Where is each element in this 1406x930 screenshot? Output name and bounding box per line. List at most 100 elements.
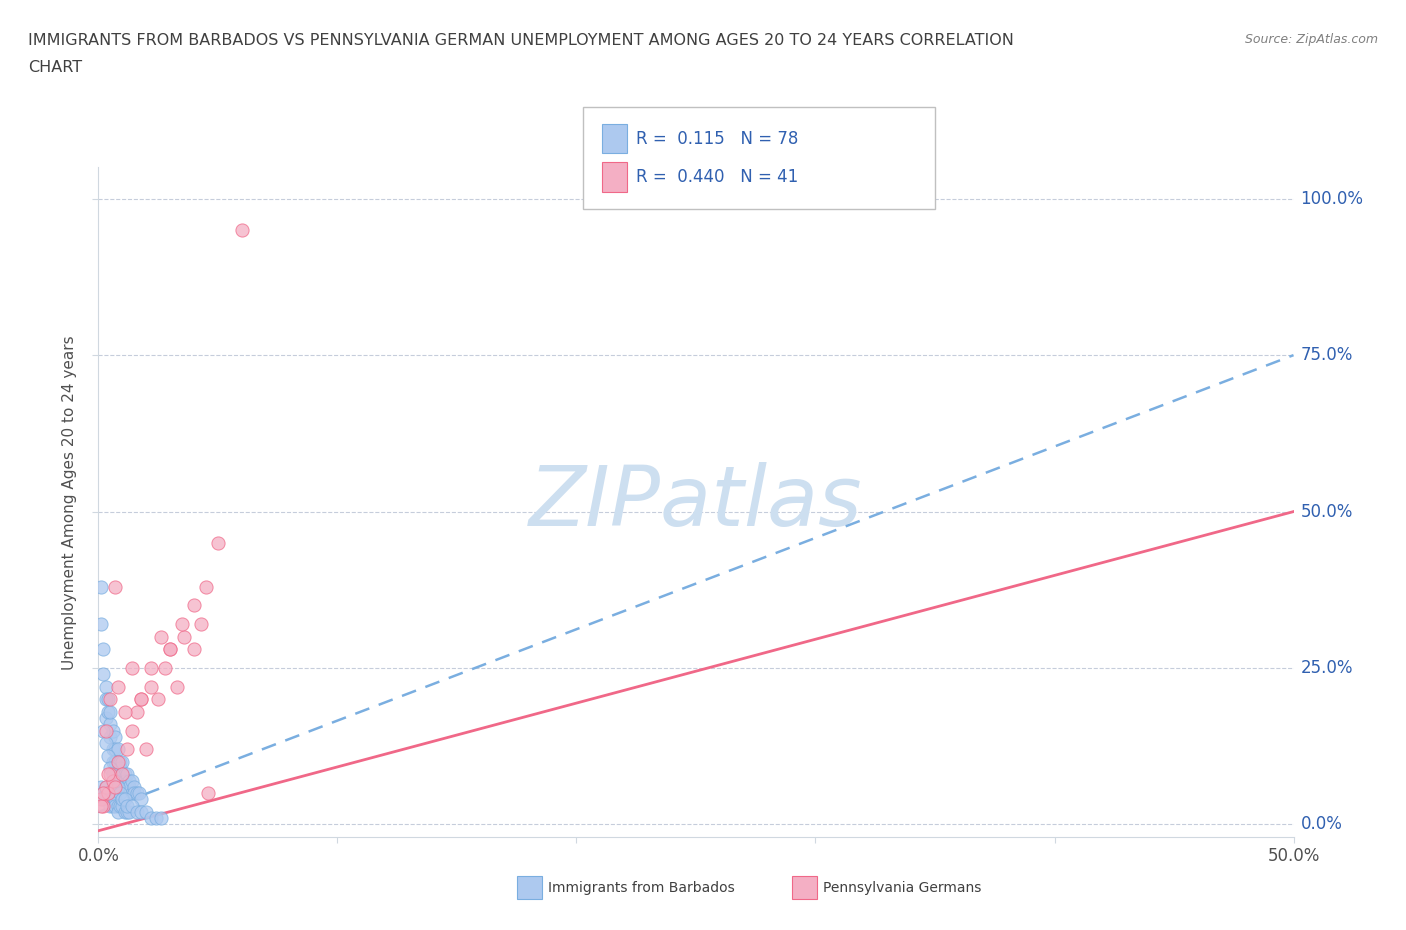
Point	[149, 811, 172, 826]
Point	[108, 786, 131, 801]
Text: Source: ZipAtlas.com: Source: ZipAtlas.com	[1244, 33, 1378, 46]
Point	[115, 798, 138, 813]
Point	[121, 724, 143, 738]
Point	[121, 798, 143, 813]
Point	[131, 804, 153, 819]
Point	[121, 773, 143, 788]
Point	[111, 779, 134, 794]
Point	[90, 792, 112, 807]
Point	[97, 786, 120, 801]
Text: 50.0%: 50.0%	[1301, 502, 1353, 521]
Point	[90, 617, 112, 631]
Point	[94, 786, 117, 801]
Point	[91, 786, 114, 801]
Point	[98, 792, 122, 807]
Point	[139, 660, 162, 675]
Point	[98, 767, 122, 782]
Point	[104, 742, 127, 757]
Point	[97, 704, 120, 719]
Point	[145, 811, 167, 826]
Point	[104, 579, 127, 594]
Point	[114, 773, 136, 788]
Point	[94, 711, 117, 725]
Point	[183, 598, 205, 613]
Point	[111, 767, 134, 782]
Point	[98, 692, 122, 707]
Point	[124, 786, 146, 801]
Point	[97, 792, 120, 807]
Point	[91, 786, 114, 801]
Point	[135, 742, 157, 757]
Point	[149, 630, 172, 644]
Point	[107, 804, 129, 819]
Point	[128, 786, 150, 801]
Text: 25.0%: 25.0%	[1301, 659, 1353, 677]
Text: 0.0%: 0.0%	[1301, 816, 1343, 833]
Point	[194, 579, 217, 594]
Point	[107, 779, 129, 794]
Text: 100.0%: 100.0%	[1301, 190, 1364, 207]
Text: Pennsylvania Germans: Pennsylvania Germans	[823, 881, 981, 896]
Point	[131, 692, 153, 707]
Point	[91, 798, 114, 813]
Point	[197, 786, 219, 801]
Point	[107, 767, 129, 782]
Point	[155, 660, 177, 675]
Point	[98, 761, 122, 776]
Point	[114, 704, 136, 719]
Point	[97, 692, 120, 707]
Point	[111, 798, 134, 813]
Text: Immigrants from Barbados: Immigrants from Barbados	[547, 881, 734, 896]
Point	[98, 729, 122, 744]
Point	[104, 773, 127, 788]
Point	[118, 779, 141, 794]
Point	[107, 680, 129, 695]
Point	[124, 779, 146, 794]
Point	[94, 736, 117, 751]
Point	[148, 692, 170, 707]
Text: R =  0.115   N = 78: R = 0.115 N = 78	[636, 129, 797, 148]
Point	[97, 786, 120, 801]
Point	[125, 804, 148, 819]
Point	[104, 754, 127, 769]
Point	[98, 704, 122, 719]
Point	[183, 642, 205, 657]
Point	[94, 779, 117, 794]
Point	[94, 692, 117, 707]
Point	[107, 798, 129, 813]
Point	[94, 779, 117, 794]
Point	[107, 754, 129, 769]
Point	[118, 773, 141, 788]
Text: ZIPatlas: ZIPatlas	[529, 461, 863, 543]
Point	[98, 798, 122, 813]
Point	[114, 804, 136, 819]
Point	[108, 761, 131, 776]
Point	[94, 680, 117, 695]
Point	[90, 779, 112, 794]
Point	[108, 773, 131, 788]
Point	[125, 704, 148, 719]
Point	[91, 642, 114, 657]
Point	[111, 792, 134, 807]
Point	[111, 754, 134, 769]
Point	[111, 767, 134, 782]
Point	[159, 642, 181, 657]
Point	[139, 680, 162, 695]
Point	[108, 754, 131, 769]
Point	[101, 792, 124, 807]
Point	[114, 792, 136, 807]
Point	[91, 724, 114, 738]
Point	[94, 724, 117, 738]
Point	[97, 749, 120, 764]
Text: 75.0%: 75.0%	[1301, 346, 1353, 365]
Point	[166, 680, 188, 695]
Point	[131, 692, 153, 707]
Point	[118, 804, 141, 819]
Point	[90, 579, 112, 594]
Point	[101, 754, 124, 769]
Point	[104, 792, 127, 807]
Text: CHART: CHART	[28, 60, 82, 75]
Point	[98, 717, 122, 732]
Point	[121, 660, 143, 675]
Point	[172, 617, 194, 631]
